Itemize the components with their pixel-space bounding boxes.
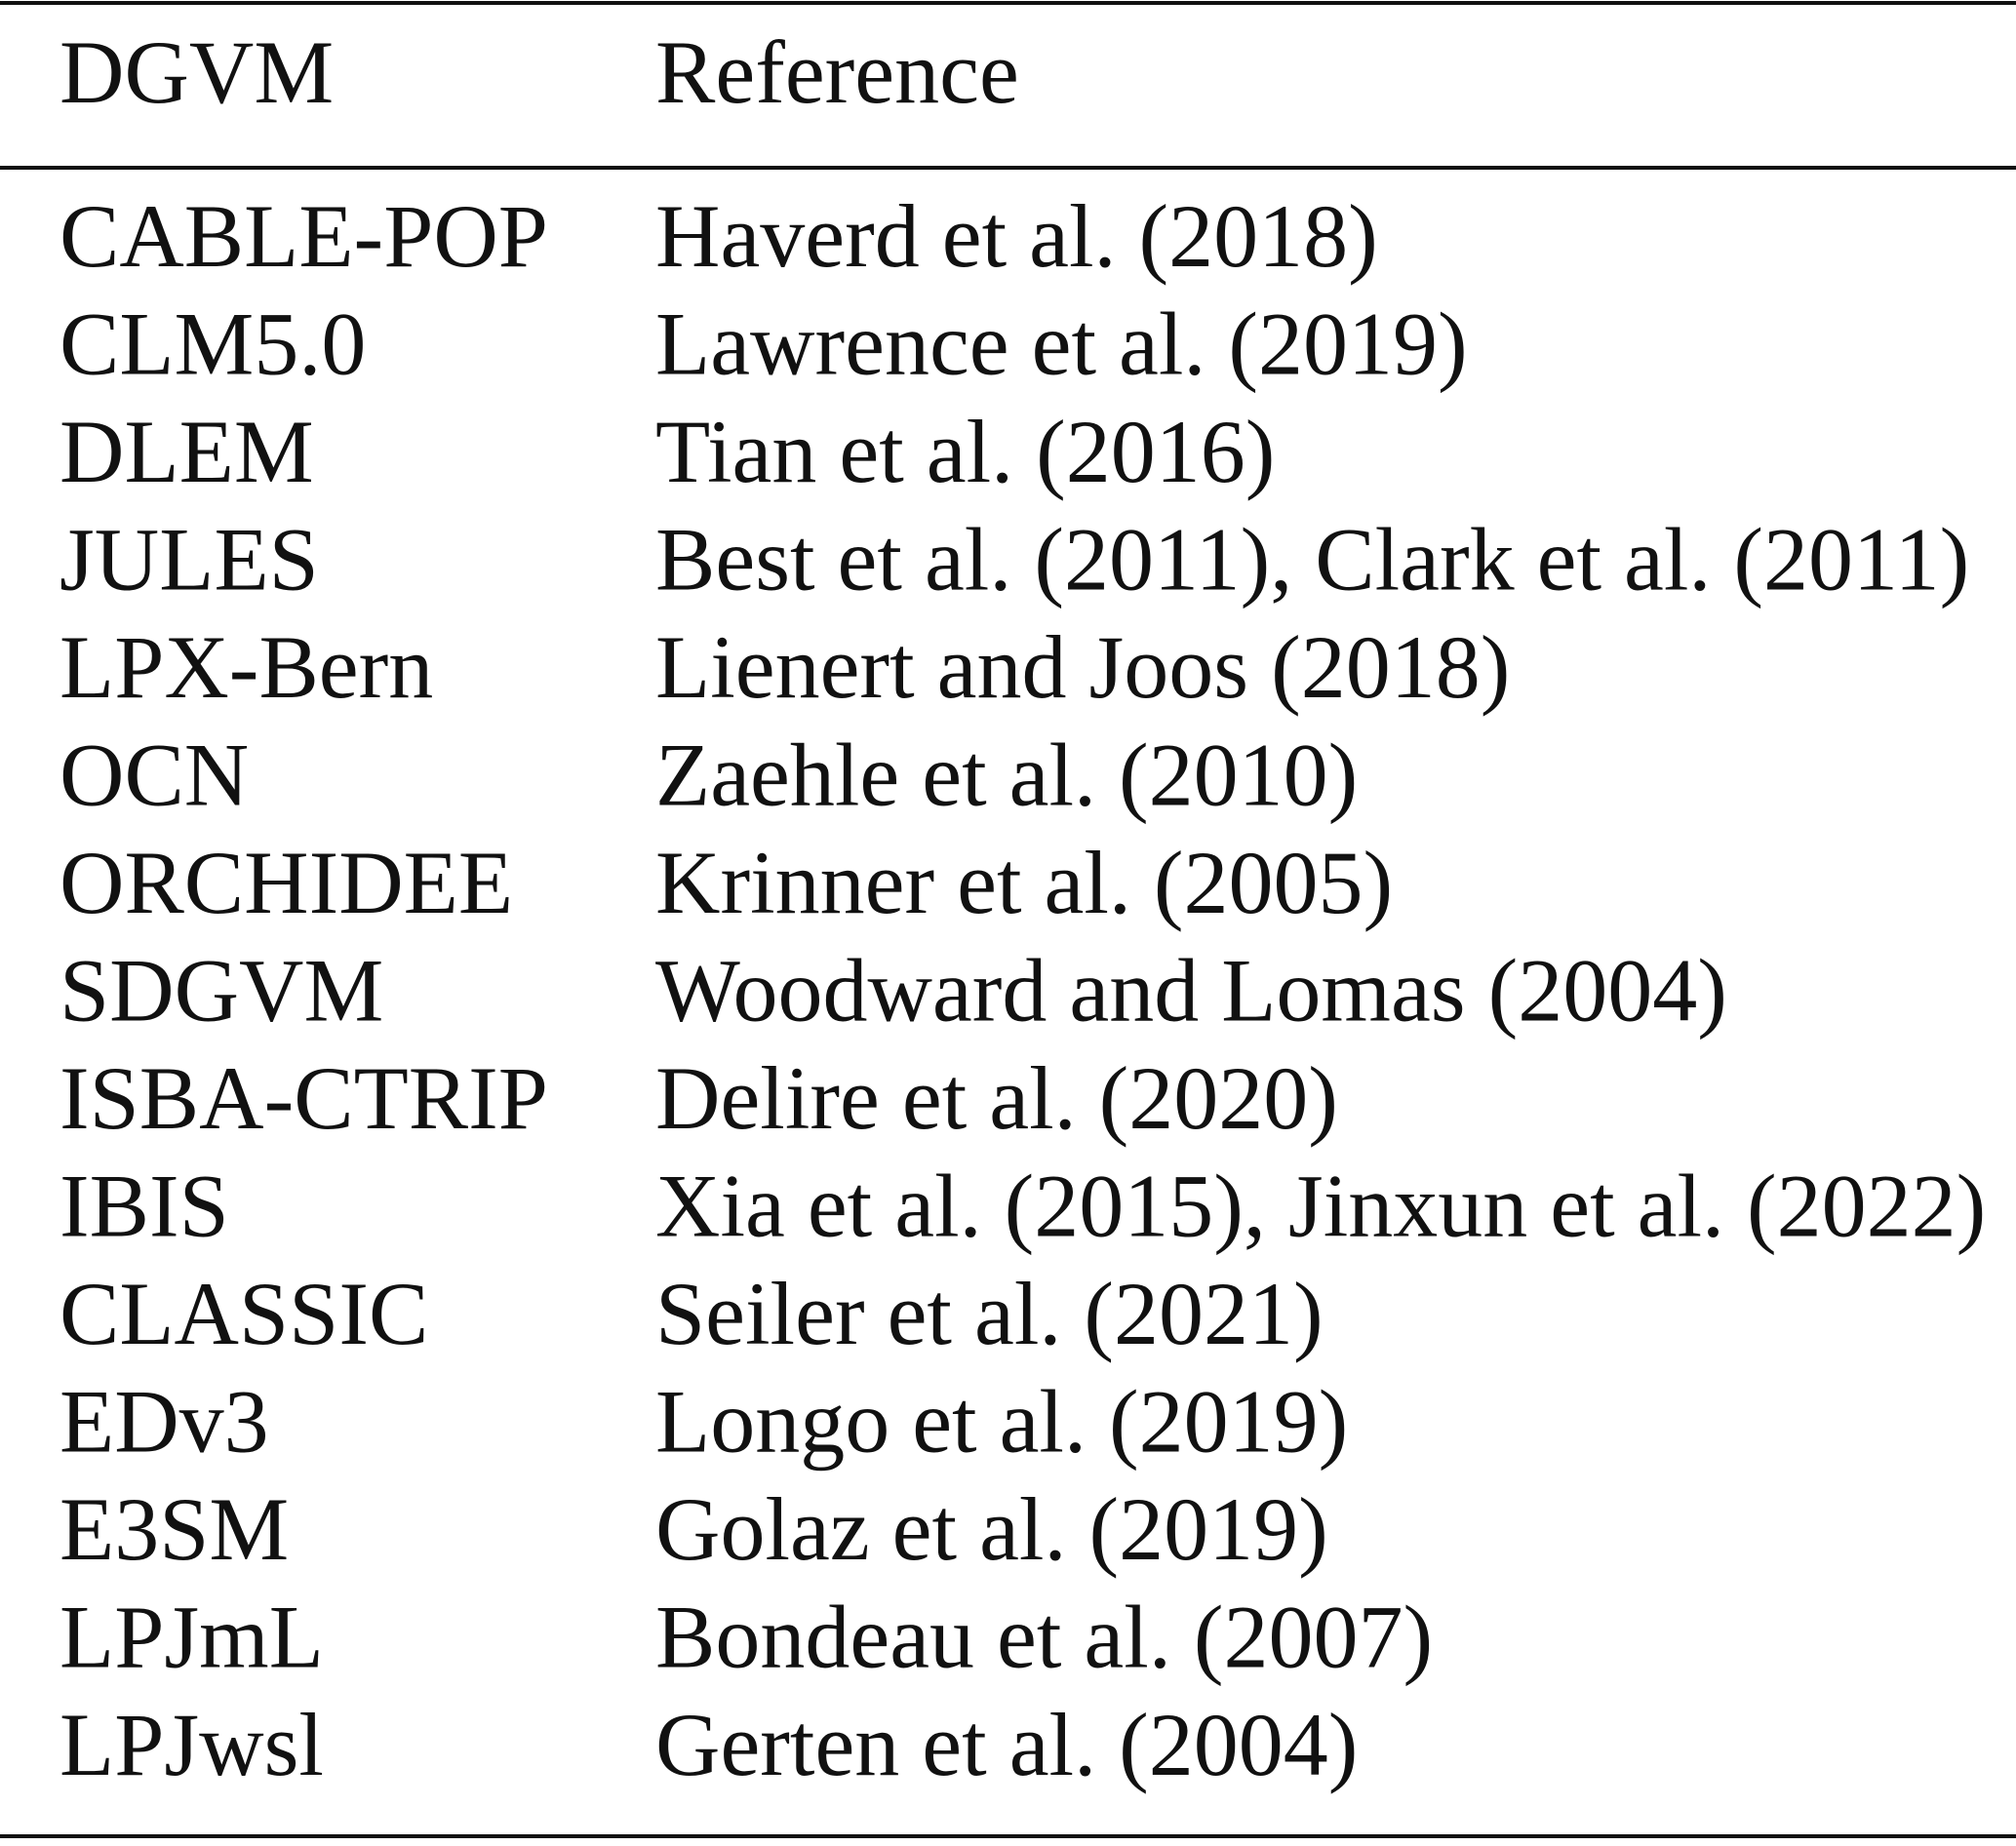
reference: Krinner et al. (2005): [655, 833, 1393, 932]
reference: Lienert and Joos (2018): [655, 617, 1510, 717]
reference: Haverd et al. (2018): [655, 186, 1378, 286]
model-name: OCN: [59, 726, 249, 825]
model-name: ORCHIDEE: [59, 833, 513, 932]
model-name: LPX-Bern: [59, 617, 433, 717]
model-name: IBIS: [59, 1157, 229, 1256]
model-name: EDv3: [59, 1372, 269, 1472]
reference: Tian et al. (2016): [655, 402, 1275, 501]
reference: Bondeau et al. (2007): [655, 1588, 1433, 1687]
reference: Woodward and Lomas (2004): [655, 941, 1727, 1041]
header-cell: Reference: [655, 22, 1019, 122]
model-name: CLM5.0: [59, 295, 366, 394]
reference: Lawrence et al. (2019): [655, 295, 1468, 394]
reference: Xia et al. (2015), Jinxun et al. (2022): [655, 1157, 1986, 1256]
header-cell: DGVM: [59, 22, 334, 122]
reference: Golaz et al. (2019): [655, 1479, 1328, 1579]
model-name: CLASSIC: [59, 1264, 428, 1363]
model-name: DLEM: [59, 402, 314, 501]
model-name: JULES: [59, 510, 319, 609]
model-name: ISBA-CTRIP: [59, 1048, 548, 1148]
model-name: LPJmL: [59, 1588, 324, 1687]
reference: Zaehle et al. (2010): [655, 726, 1358, 825]
reference: Seiler et al. (2021): [655, 1264, 1324, 1363]
reference: Longo et al. (2019): [655, 1372, 1348, 1472]
model-name: CABLE-POP: [59, 186, 548, 286]
model-name: LPJwsl: [59, 1695, 324, 1794]
model-name: E3SM: [59, 1479, 289, 1579]
reference: Gerten et al. (2004): [655, 1695, 1358, 1794]
reference: Best et al. (2011), Clark et al. (2011): [655, 510, 1969, 609]
reference: Delire et al. (2020): [655, 1048, 1338, 1148]
model-name: SDGVM: [59, 941, 383, 1041]
